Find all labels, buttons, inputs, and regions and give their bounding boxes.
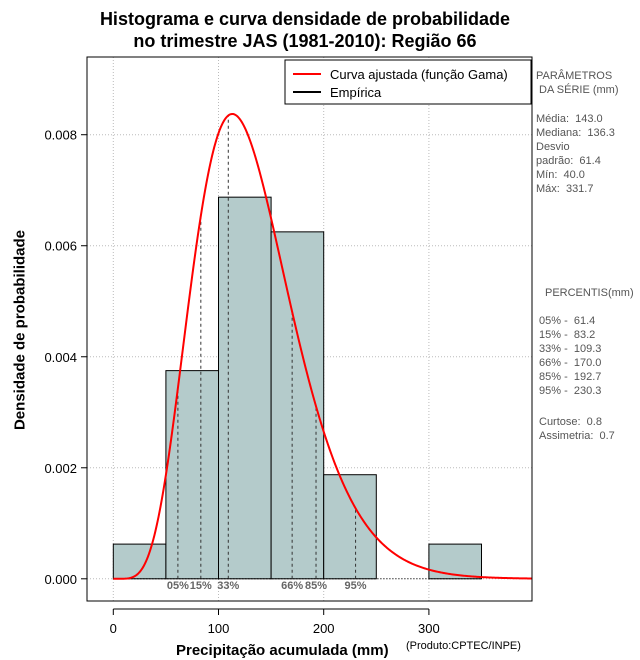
percentile-labels: 05% 15% 33% 66% 85% 95%: [167, 580, 367, 592]
histogram-bar: [428, 543, 483, 580]
y-axis: 0.000 0.002 0.004 0.006 0.008: [44, 128, 87, 587]
x-axis: 0 100 200 300: [110, 608, 440, 636]
chart-title-line1: Histograma e curva densidade de probabil…: [99, 9, 511, 29]
y-tick-label: 0.000: [44, 572, 77, 587]
gamma-curve: [113, 112, 533, 580]
plot-frame: [86, 56, 533, 602]
shape-stats: Curtose: 0.8 Assimetria: 0.7: [539, 416, 615, 442]
legend: Curva ajustada (função Gama) Empírica: [284, 59, 532, 105]
params-values: Média: 143.0 Mediana: 136.3 Desvio padrã…: [536, 113, 615, 195]
y-tick-label: 0.008: [44, 128, 77, 143]
legend-box: [284, 59, 532, 105]
histogram-bar: [165, 370, 220, 580]
legend-label: Empírica: [330, 85, 382, 100]
x-tick-label: 200: [313, 621, 335, 636]
y-tick-label: 0.004: [44, 350, 77, 365]
percentile-label: 95%: [345, 580, 367, 592]
percentis-values: 05% - 61.4 15% - 83.2 33% - 109.3 66% - …: [539, 315, 602, 397]
credit-text: (Produto:CPTEC/INPE): [406, 640, 521, 652]
gamma-curve-group: [113, 112, 533, 580]
percentile-label: 85%: [305, 580, 327, 592]
histogram-bar: [112, 543, 167, 580]
percentile-label: 33%: [217, 580, 239, 592]
params-title: PARÂMETROS DA SÉRIE (mm): [536, 70, 619, 96]
percentile-label: 05%: [167, 580, 189, 592]
chart-title-line2: no trimestre JAS (1981-2010): Região 66: [133, 31, 477, 51]
y-tick-label: 0.006: [44, 239, 77, 254]
legend-label: Curva ajustada (função Gama): [330, 67, 508, 82]
y-axis-label: Densidade de probabilidade: [11, 229, 29, 431]
histogram-bar: [218, 196, 272, 580]
percentile-label: 15%: [190, 580, 212, 592]
percentile-label: 66%: [281, 580, 303, 592]
y-tick-label: 0.002: [44, 461, 77, 476]
x-tick-label: 300: [418, 621, 440, 636]
x-tick-label: 0: [110, 621, 117, 636]
histogram-bars: [112, 196, 483, 580]
x-axis-label: Precipitação acumulada (mm): [176, 642, 389, 659]
percentis-title: PERCENTIS(mm): [545, 287, 634, 299]
x-tick-label: 100: [208, 621, 230, 636]
percentile-lines: [113, 115, 482, 580]
